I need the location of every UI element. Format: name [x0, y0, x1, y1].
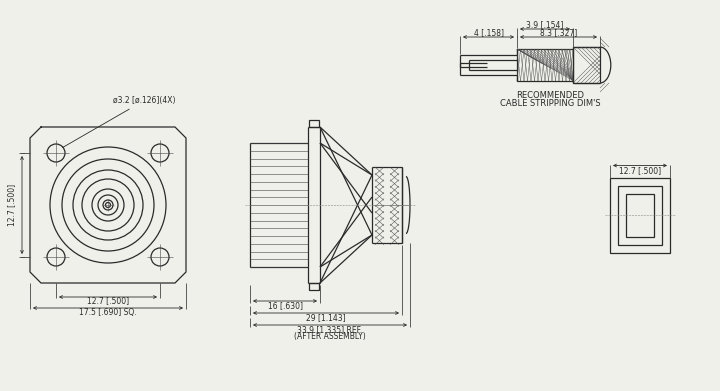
Text: 33.9 [1.335] REF.: 33.9 [1.335] REF. — [297, 325, 363, 334]
Bar — [309, 120, 319, 127]
Text: 3.9 [.154]: 3.9 [.154] — [526, 20, 564, 29]
Text: 16 [.630]: 16 [.630] — [268, 301, 302, 310]
Text: 17.5 [.690] SQ.: 17.5 [.690] SQ. — [79, 307, 137, 316]
Bar — [618, 185, 662, 244]
Text: RECOMMENDED: RECOMMENDED — [516, 90, 584, 99]
Bar — [626, 194, 654, 237]
Bar — [309, 283, 319, 290]
Text: 12.7 [.500]: 12.7 [.500] — [87, 296, 129, 305]
Bar — [517, 49, 573, 81]
Text: 4 [.158]: 4 [.158] — [474, 29, 503, 38]
Text: 29 [1.143]: 29 [1.143] — [306, 314, 346, 323]
Bar — [610, 178, 670, 253]
Text: 12.7 [.500]: 12.7 [.500] — [619, 166, 661, 175]
Text: CABLE STRIPPING DIM'S: CABLE STRIPPING DIM'S — [500, 99, 600, 108]
Text: 8.3 [.327]: 8.3 [.327] — [540, 29, 577, 38]
Text: 12.7 [.500]: 12.7 [.500] — [7, 184, 17, 226]
Text: ø3.2 [ø.126](4X): ø3.2 [ø.126](4X) — [63, 96, 176, 148]
Bar — [573, 47, 600, 83]
Text: (AFTER ASSEMBLY): (AFTER ASSEMBLY) — [294, 332, 366, 341]
